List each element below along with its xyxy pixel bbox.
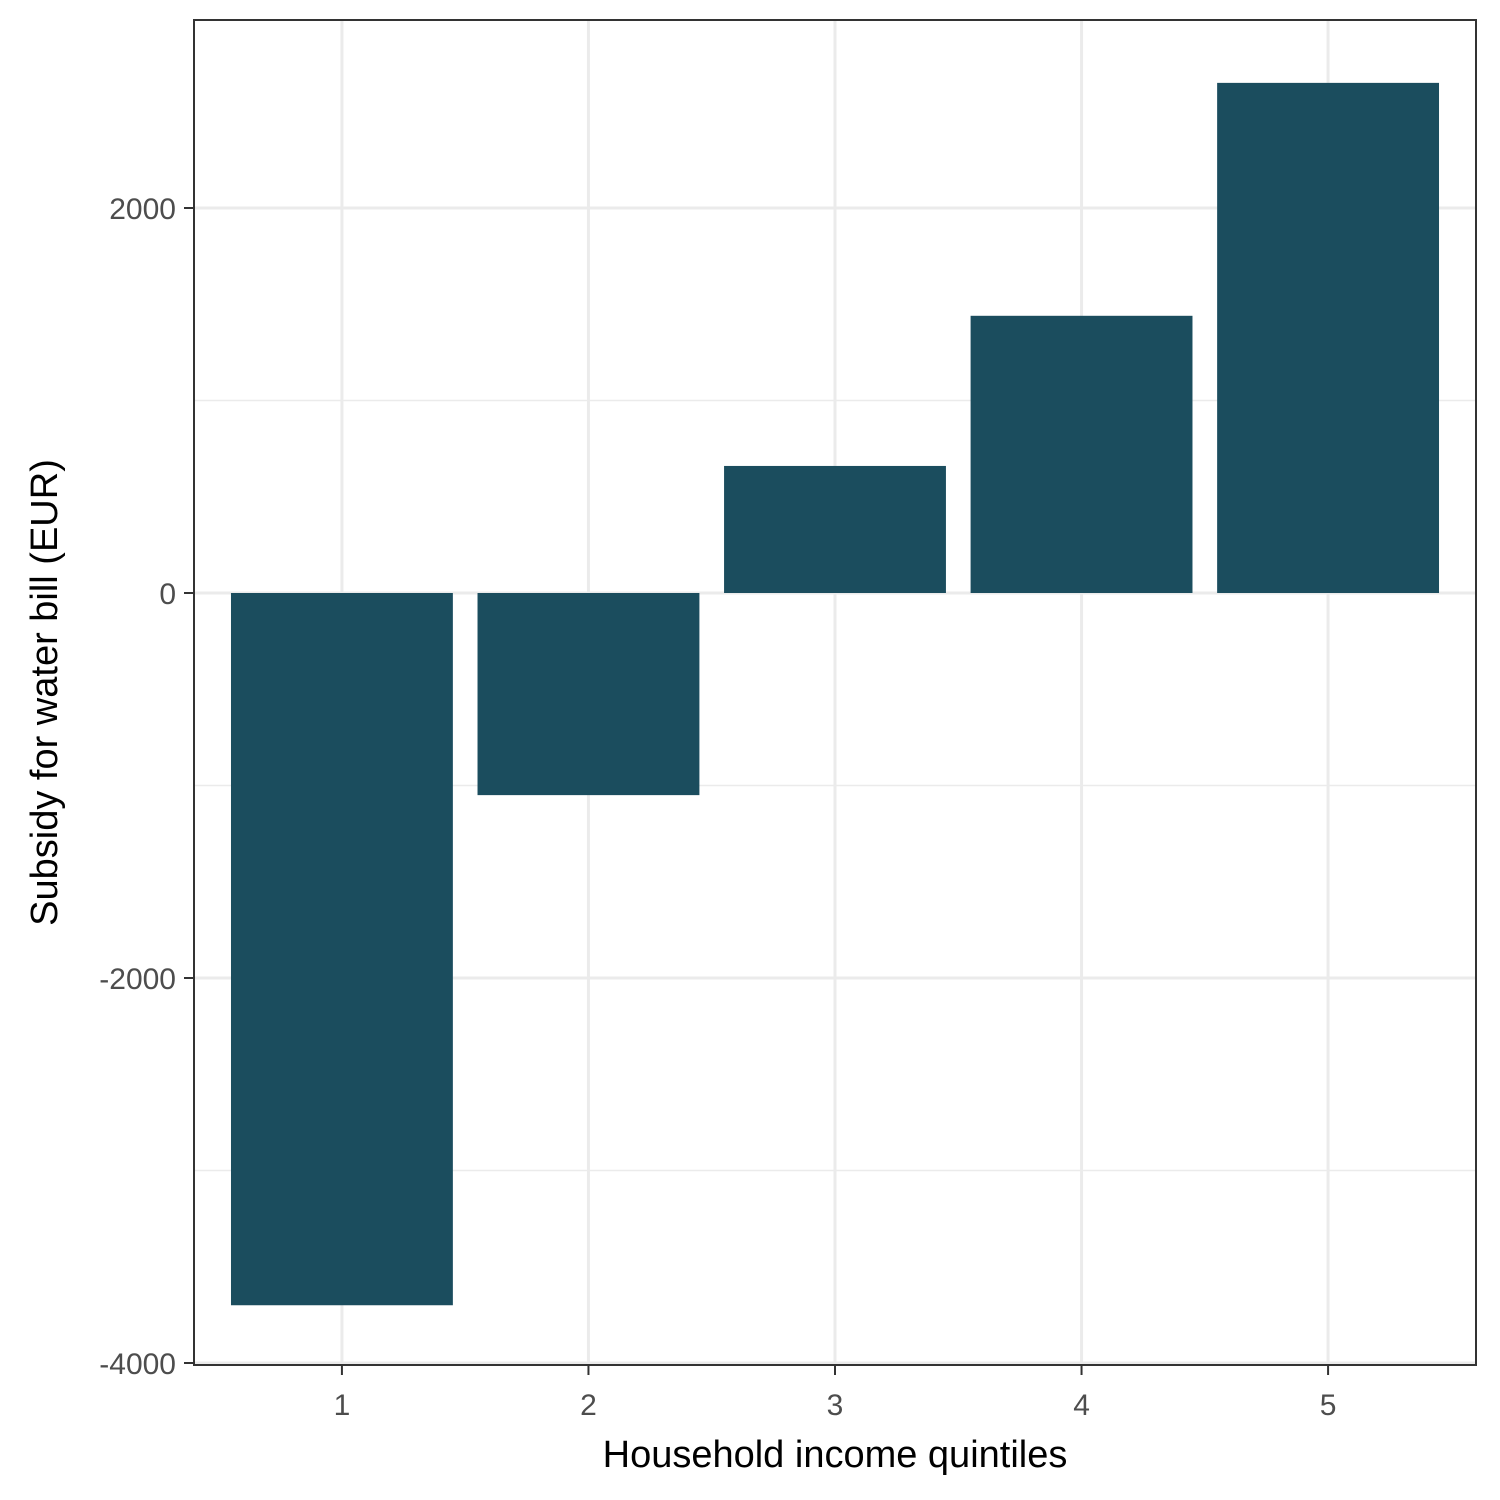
- x-tick-label: 3: [827, 1389, 844, 1422]
- bar-quintile-5: [1217, 82, 1440, 593]
- bars: [230, 82, 1440, 1306]
- bar-quintile-1: [230, 593, 453, 1306]
- bar-quintile-4: [970, 315, 1193, 593]
- x-axis-ticks: 1 2 3 4 5: [334, 1365, 1337, 1422]
- x-axis-title: Household income quintiles: [603, 1434, 1068, 1476]
- bar-quintile-2: [477, 593, 700, 796]
- y-tick-label: -4000: [99, 1348, 176, 1381]
- y-tick-label: 2000: [109, 193, 176, 226]
- y-axis-ticks: -4000 -2000 0 2000: [99, 193, 194, 1381]
- y-tick-label: 0: [159, 578, 176, 611]
- x-tick-label: 2: [580, 1389, 597, 1422]
- x-tick-label: 4: [1073, 1389, 1090, 1422]
- y-tick-label: -2000: [99, 963, 176, 996]
- x-tick-label: 1: [334, 1389, 351, 1422]
- x-tick-label: 5: [1320, 1389, 1337, 1422]
- y-axis-title: Subsidy for water bill (EUR): [24, 459, 66, 926]
- bar-quintile-3: [724, 465, 946, 593]
